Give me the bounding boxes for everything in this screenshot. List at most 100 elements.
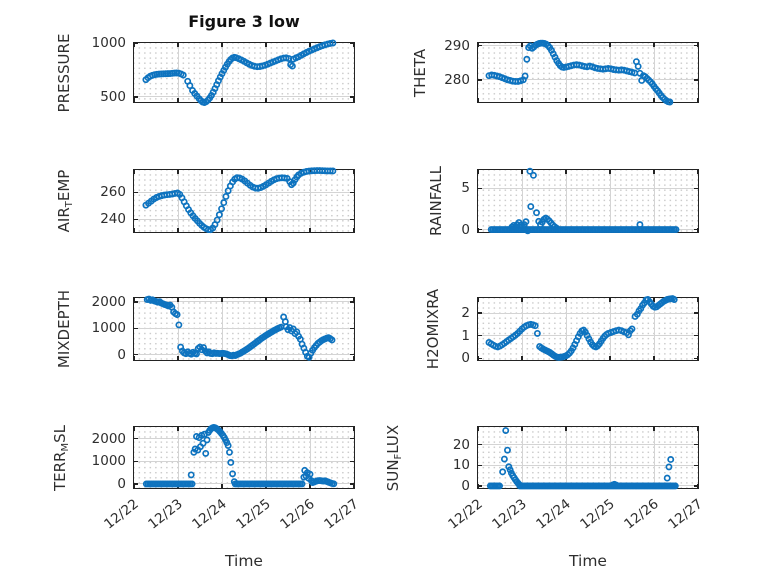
x-tick-mark [133,43,135,47]
plot-frame-terr-msl [133,426,355,489]
x-tick-mark [521,356,523,360]
x-tick-mark [477,98,479,102]
y-tick-mark [134,460,138,463]
x-tick-mark [265,356,267,360]
data-point-marker [227,459,235,466]
y-axis-label-h2omixra: H2OMIXRA [423,259,443,399]
y-tick-mark [134,218,138,220]
y-tick-mark [134,437,138,440]
data-point-marker [506,466,514,474]
plot-area-rainfall [478,170,698,232]
data-point-marker [663,474,671,482]
x-gridline [521,43,523,102]
x-tick-mark [353,170,355,174]
y-tick-label: 500 [100,88,126,105]
data-point-marker [222,192,230,200]
x-tick-mark [221,43,223,47]
y-gridline [134,327,354,329]
x-tick-label: 12/23 [489,496,530,533]
x-gridline [309,427,311,488]
x-gridline [609,298,611,360]
data-point-marker [229,470,237,478]
x-gridline [565,427,567,488]
x-tick-mark [265,228,267,232]
x-gridline [265,43,267,102]
data-point-marker [552,224,560,232]
data-point-marker [173,311,181,319]
x-tick-mark [221,427,223,431]
x-tick-mark [177,170,179,174]
x-tick-mark [265,427,267,431]
x-tick-mark [609,356,611,360]
x-tick-label: 12/22 [445,496,486,533]
x-tick-label: 12/24 [533,496,574,533]
y-tick-mark [134,191,138,194]
scatter-series-terr-msl [142,423,338,488]
y-tick-label: 2000 [91,430,126,447]
y-tick-mark [134,301,138,303]
data-point-marker [628,325,636,333]
x-axis-label-left: Time [225,552,263,570]
ylabel-text: PRESSURE [55,33,73,112]
ylabel-subscript: M [60,442,71,452]
x-tick-mark [177,427,179,431]
plot-area-pressure [134,43,354,102]
y-tick-mark [134,327,138,330]
y-tick-label: 1 [461,327,470,344]
x-gridline [653,170,655,232]
y-tick-mark [478,79,482,81]
x-tick-mark [697,298,699,302]
ylabel-text: LUX [384,424,402,454]
plot-frame-h2omixra [477,297,699,361]
x-tick-mark [221,98,223,102]
x-gridline [609,170,611,232]
y-tick-mark [350,327,354,330]
y-tick-mark [694,228,698,231]
x-gridline [265,298,267,360]
data-point-marker [524,227,532,235]
x-tick-mark [697,427,699,431]
x-gridline [309,43,311,102]
data-point-marker [500,455,508,463]
y-tick-label: 2 [461,305,470,322]
x-tick-mark [477,298,479,302]
data-point-marker [496,482,504,490]
y-tick-label: 1000 [91,320,126,337]
y-tick-mark [478,312,482,314]
x-tick-mark [565,43,567,47]
x-gridline [221,298,223,360]
x-gridline [265,427,267,488]
x-tick-mark [221,484,223,488]
data-point-marker [230,478,238,486]
y-tick-mark [350,437,354,440]
x-tick-mark [565,170,567,174]
x-tick-mark [309,43,311,47]
y-tick-mark [478,228,482,231]
y-tick-mark [134,353,138,356]
x-tick-label: 12/22 [101,496,142,533]
data-point-marker [636,221,644,229]
x-gridline [177,298,179,360]
x-tick-mark [697,43,699,47]
x-gridline [565,43,567,102]
y-gridline [478,187,698,189]
data-point-marker [531,322,539,330]
x-tick-mark [653,427,655,431]
x-tick-mark [309,484,311,488]
x-tick-mark [353,43,355,47]
plot-frame-mixdepth [133,297,355,361]
y-tick-label: 260 [100,184,126,201]
x-tick-mark [609,43,611,47]
y-tick-mark [478,187,482,190]
y-tick-mark [694,443,698,446]
y-tick-label: 0 [461,350,470,367]
y-tick-mark [694,312,698,314]
y-tick-mark [694,44,698,47]
data-point-marker [215,211,223,219]
y-tick-label: 0 [461,221,470,238]
y-axis-label-mixdepth: MIXDEPTH [54,259,74,399]
ylabel-text: EMP [55,169,73,202]
x-gridline [653,427,655,488]
ylabel-text: SUN [384,458,402,491]
x-tick-mark [521,427,523,431]
